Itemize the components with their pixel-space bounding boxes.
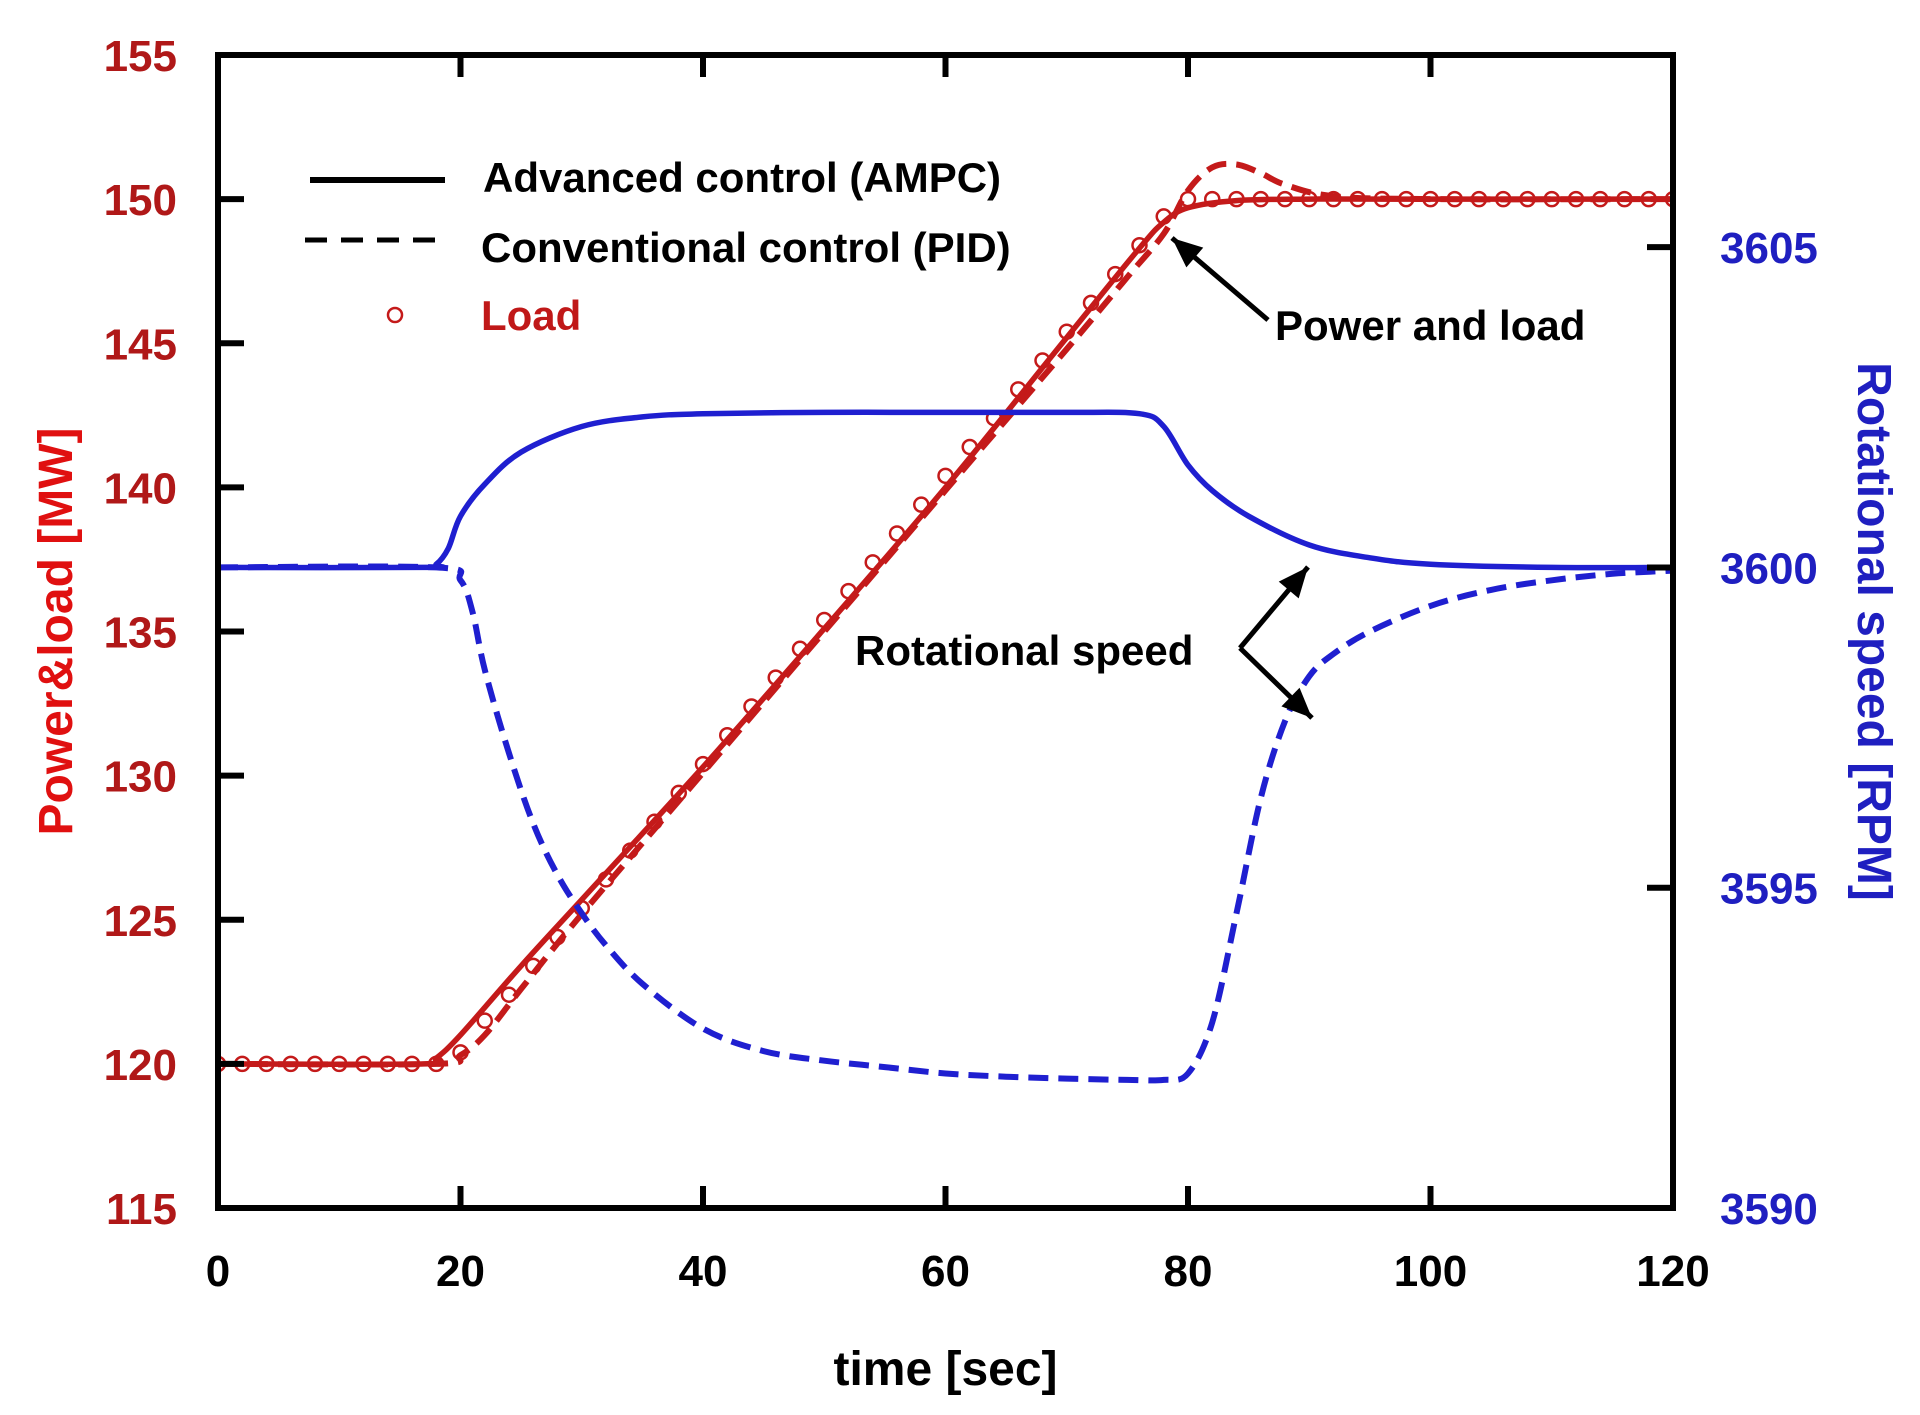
series-2-point-19 <box>670 784 687 802</box>
series-2-point-40 <box>1179 190 1197 208</box>
series-2-point-16 <box>597 871 615 888</box>
series-2-point-60 <box>1664 190 1673 208</box>
y-left-tick-label-5: 140 <box>104 464 177 513</box>
series-2-point-22 <box>743 698 760 715</box>
series-2-point-53 <box>1495 190 1512 208</box>
series-0-line <box>218 196 1673 1068</box>
series-2-point-34 <box>1034 352 1051 369</box>
legend-label-ampc: Advanced control (AMPC) <box>483 154 1001 201</box>
x-tick-label-0: 0 <box>206 1247 230 1296</box>
series-2-point-44 <box>1276 190 1294 208</box>
series-2-point-46 <box>1325 190 1342 208</box>
series-2-point-23 <box>767 669 784 686</box>
arrow-power-and-load-head <box>1172 238 1204 268</box>
series-2-point-45 <box>1301 190 1318 208</box>
series-2-point-4 <box>306 1055 324 1073</box>
series-2-point-36 <box>1082 294 1100 312</box>
series-2-point-59 <box>1640 190 1657 208</box>
series-2-point-7 <box>379 1055 396 1073</box>
series-2-point-38 <box>1131 236 1148 254</box>
y-left-tick-label-0: 115 <box>106 1185 177 1234</box>
annotation-rotational-speed: Rotational speed <box>855 627 1193 674</box>
series-2-point-8 <box>403 1055 421 1073</box>
series-2-point-17 <box>622 842 639 859</box>
series-2-point-51 <box>1446 190 1463 208</box>
series-2-point-18 <box>646 813 663 830</box>
legend-label-load: Load <box>481 292 581 339</box>
series-2-point-11 <box>476 1012 493 1029</box>
series-2-point-41 <box>1204 190 1221 208</box>
series-layer <box>218 160 1673 1084</box>
labels-layer: 0 20 40 60 80 100 120 115 120 125 130 135 140 145 150 1… <box>104 32 1818 1296</box>
y-left-tick-label-8: 155 <box>104 32 177 81</box>
series-2-point-47 <box>1349 190 1366 208</box>
annotations: Power and load Rotational speed <box>855 236 1585 720</box>
series-2-point-5 <box>331 1055 348 1073</box>
series-2-point-55 <box>1543 190 1560 208</box>
series-2-point-29 <box>913 496 930 513</box>
y-left-tick-label-3: 130 <box>104 753 177 802</box>
y-right-tick-label-3: 3605 <box>1720 224 1818 273</box>
series-2-point-54 <box>1519 190 1536 208</box>
series-2-point-12 <box>500 986 518 1003</box>
x-tick-label-6: 120 <box>1636 1247 1709 1296</box>
series-2-point-13 <box>525 957 542 975</box>
series-3-line <box>218 409 1673 571</box>
y-right-tick-label-0: 3590 <box>1720 1185 1818 1234</box>
series-2-point-21 <box>719 727 736 744</box>
series-2-point-3 <box>282 1055 299 1073</box>
left-axis-title: Power&load [MW] <box>30 428 83 836</box>
series-2-point-14 <box>549 928 566 946</box>
series-2-point-20 <box>694 755 712 773</box>
series-2-point-42 <box>1228 190 1245 208</box>
series-2-point-6 <box>355 1055 372 1073</box>
series-2-point-33 <box>1010 381 1027 398</box>
series-2-point-24 <box>791 640 809 658</box>
legend: Advanced control (AMPC) Conventional con… <box>305 154 1011 339</box>
y-right-tick-label-2: 3600 <box>1720 544 1818 593</box>
series-2-point-25 <box>816 611 833 629</box>
y-left-tick-label-2: 125 <box>104 897 177 946</box>
series-2-point-56 <box>1567 190 1585 208</box>
arrow-speed-ampc-head <box>1278 567 1308 599</box>
series-2-point-37 <box>1107 265 1124 283</box>
series-2-point-50 <box>1422 190 1439 208</box>
series-2-point-10 <box>452 1044 469 1061</box>
series-2-point-2 <box>258 1055 275 1073</box>
series-2-point-28 <box>888 525 906 542</box>
x-tick-label-2: 40 <box>679 1247 728 1296</box>
y-left-tick-label-7: 150 <box>104 176 177 225</box>
y-right-tick-label-1: 3595 <box>1720 865 1818 914</box>
annotation-power-and-load: Power and load <box>1275 302 1585 349</box>
x-tick-label-1: 20 <box>436 1247 485 1296</box>
series-2-point-39 <box>1155 208 1172 225</box>
x-tick-label-5: 100 <box>1394 1247 1467 1296</box>
ticks-layer <box>215 52 1676 1211</box>
series-2-point-9 <box>428 1055 445 1073</box>
legend-circle-marker-sample <box>386 306 404 324</box>
legend-label-pid: Conventional control (PID) <box>481 224 1011 271</box>
series-2-point-27 <box>864 554 881 571</box>
arrow-speed-pid-head <box>1281 687 1312 718</box>
series-2-point-31 <box>961 438 978 456</box>
x-tick-label-4: 80 <box>1164 1247 1213 1296</box>
series-2-point-43 <box>1252 190 1269 208</box>
series-2-point-26 <box>840 582 857 600</box>
series-2-point-35 <box>1058 323 1075 340</box>
y-left-tick-label-1: 120 <box>104 1041 177 1090</box>
y-left-tick-label-4: 135 <box>104 609 177 658</box>
series-2-point-52 <box>1470 190 1488 208</box>
annotation-arrows <box>1170 236 1314 720</box>
series-2-point-30 <box>937 467 954 485</box>
x-axis-title: time [sec] <box>833 1343 1057 1396</box>
series-2-point-48 <box>1373 190 1391 208</box>
series-1-line <box>218 160 1673 1068</box>
series-2-point-57 <box>1592 190 1609 208</box>
y-left-tick-label-6: 145 <box>104 320 177 369</box>
right-axis-title: Rotational speed [RPM] <box>1847 362 1900 901</box>
x-tick-label-3: 60 <box>921 1247 970 1296</box>
series-2-point-49 <box>1398 190 1415 208</box>
series-2-point-58 <box>1616 190 1633 208</box>
